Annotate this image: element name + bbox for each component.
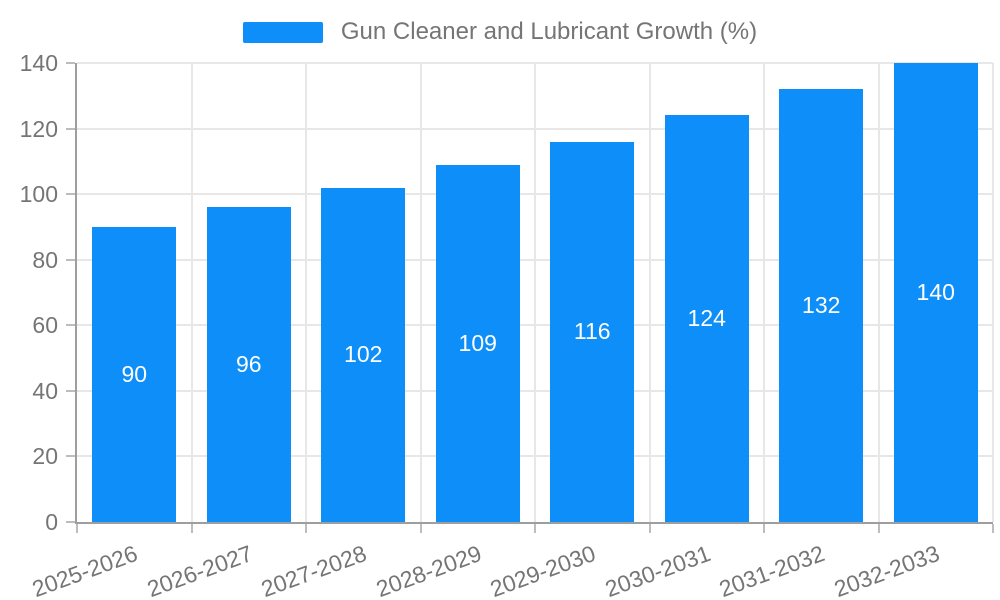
gridline	[419, 63, 422, 522]
axis-tick	[66, 193, 75, 196]
x-tick-label: 2030-2031	[601, 540, 714, 600]
y-tick-label: 100	[19, 181, 58, 208]
axis-tick	[66, 455, 75, 458]
bar-value-label: 116	[573, 318, 611, 345]
x-tick-label: 2028-2029	[372, 540, 485, 600]
bar: 90	[92, 226, 177, 522]
axis-tick	[305, 524, 307, 533]
bar: 116	[550, 141, 635, 522]
axis-tick	[66, 389, 75, 392]
legend-label: Gun Cleaner and Lubricant Growth (%)	[340, 18, 758, 45]
y-tick-label: 120	[19, 115, 58, 142]
plot-area: 90 96 102 109 116 124 132 140	[66, 62, 994, 533]
bar: 109	[435, 164, 520, 522]
axis-tick	[534, 524, 536, 533]
axis-tick	[992, 524, 994, 533]
bar-value-label: 132	[802, 292, 841, 319]
axis-tick	[763, 524, 765, 533]
y-tick-label: 80	[32, 246, 58, 273]
bar-value-label: 124	[687, 305, 726, 332]
axis-tick	[190, 524, 193, 533]
bar-value-label: 109	[458, 329, 497, 356]
y-tick-label: 20	[32, 443, 58, 470]
axis-tick	[66, 521, 75, 523]
y-axis-labels: 0 20 40 60 80 100 120 140	[0, 50, 62, 535]
gridline	[648, 63, 651, 522]
bar-value-label: 90	[121, 360, 148, 387]
gridline	[190, 63, 193, 522]
bar: 124	[664, 115, 749, 522]
bar: 140	[893, 63, 978, 522]
legend: Gun Cleaner and Lubricant Growth (%)	[0, 18, 1000, 46]
gridline	[534, 63, 536, 522]
x-tick-label: 2026-2027	[143, 540, 256, 600]
axis-tick	[66, 324, 75, 327]
y-tick-label: 140	[19, 50, 58, 76]
bar-value-label: 102	[344, 341, 383, 368]
axis-tick	[648, 524, 651, 533]
y-tick-label: 40	[32, 377, 58, 404]
y-tick-label: 0	[45, 509, 58, 535]
axis-tick	[66, 127, 75, 130]
axis-tick	[66, 258, 75, 261]
axis-tick	[66, 62, 75, 64]
bar: 96	[206, 207, 291, 522]
legend-color-swatch	[242, 21, 323, 43]
x-tick-label: 2031-2032	[715, 540, 829, 600]
bar-value-label: 140	[916, 279, 955, 305]
gridline	[305, 63, 307, 522]
x-tick-label: 2025-2026	[28, 540, 142, 600]
x-tick-label: 2029-2030	[486, 540, 600, 600]
axis-tick	[76, 524, 78, 533]
y-tick-label: 60	[32, 312, 58, 339]
bar: 132	[779, 89, 864, 522]
gridline	[877, 63, 880, 522]
x-tick-label: 2027-2028	[257, 540, 371, 600]
gridline	[992, 63, 994, 522]
axis-tick	[877, 524, 880, 533]
x-tick-label: 2032-2033	[830, 540, 943, 600]
bar-value-label: 96	[235, 351, 262, 378]
axis-tick	[419, 524, 422, 533]
bar: 102	[321, 187, 406, 522]
gridline	[763, 63, 765, 522]
